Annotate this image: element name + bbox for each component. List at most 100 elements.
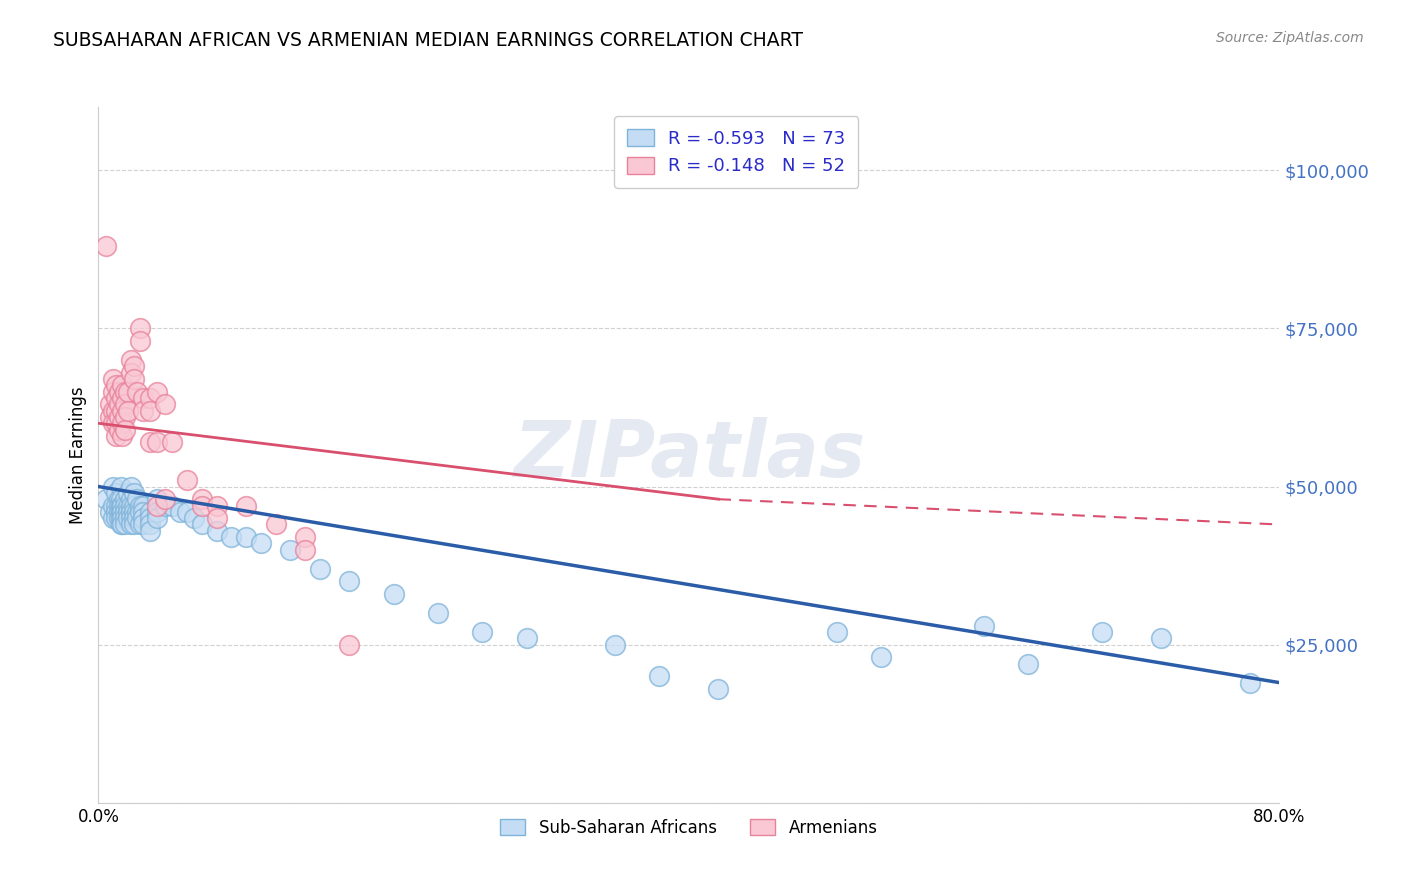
Point xyxy=(309,562,332,576)
Point xyxy=(108,499,131,513)
Point xyxy=(205,499,228,513)
Point xyxy=(707,681,730,696)
Point xyxy=(294,530,316,544)
Point xyxy=(139,403,162,417)
Legend: Sub-Saharan Africans, Armenians: Sub-Saharan Africans, Armenians xyxy=(494,812,884,843)
Point xyxy=(105,486,128,500)
Point xyxy=(103,479,125,493)
Point xyxy=(162,435,183,450)
Point xyxy=(427,606,450,620)
Point xyxy=(110,499,132,513)
Point xyxy=(132,403,155,417)
Point xyxy=(132,505,155,519)
Point xyxy=(139,435,162,450)
Point xyxy=(105,403,128,417)
Point xyxy=(125,384,148,399)
Point xyxy=(114,499,136,513)
Point xyxy=(139,391,162,405)
Point xyxy=(264,517,287,532)
Point xyxy=(120,505,142,519)
Point xyxy=(111,403,134,417)
Point xyxy=(294,542,316,557)
Point xyxy=(125,492,148,507)
Point xyxy=(105,499,128,513)
Point xyxy=(648,669,671,683)
Point xyxy=(146,499,169,513)
Point xyxy=(110,505,132,519)
Point xyxy=(108,423,131,437)
Point xyxy=(120,366,142,380)
Point xyxy=(205,511,228,525)
Point xyxy=(1091,625,1114,640)
Point xyxy=(146,511,169,525)
Point xyxy=(146,505,169,519)
Point xyxy=(108,397,131,411)
Point xyxy=(114,505,136,519)
Point xyxy=(125,505,148,519)
Point xyxy=(105,511,128,525)
Point xyxy=(114,384,136,399)
Point xyxy=(117,384,139,399)
Point xyxy=(139,505,162,519)
Point xyxy=(108,384,131,399)
Point xyxy=(191,499,214,513)
Point xyxy=(120,479,142,493)
Point xyxy=(108,505,131,519)
Point xyxy=(105,505,128,519)
Point xyxy=(125,511,148,525)
Point xyxy=(339,574,361,589)
Point xyxy=(132,391,155,405)
Point xyxy=(235,530,257,544)
Point xyxy=(176,473,198,487)
Point xyxy=(382,587,405,601)
Text: Source: ZipAtlas.com: Source: ZipAtlas.com xyxy=(1216,31,1364,45)
Point xyxy=(128,334,150,348)
Point xyxy=(122,372,145,386)
Point xyxy=(105,391,128,405)
Point xyxy=(128,517,150,532)
Point xyxy=(1018,657,1040,671)
Point xyxy=(111,505,134,519)
Point xyxy=(122,486,145,500)
Point xyxy=(110,492,132,507)
Text: ZIPatlas: ZIPatlas xyxy=(513,417,865,493)
Point xyxy=(108,511,131,525)
Point xyxy=(111,517,134,532)
Point xyxy=(94,492,117,507)
Point xyxy=(605,638,627,652)
Point xyxy=(114,423,136,437)
Point xyxy=(1239,675,1261,690)
Point xyxy=(111,417,134,431)
Point xyxy=(176,505,198,519)
Point xyxy=(191,517,214,532)
Point xyxy=(825,625,848,640)
Point xyxy=(117,499,139,513)
Point xyxy=(235,499,257,513)
Point xyxy=(471,625,494,640)
Point xyxy=(94,239,117,253)
Point xyxy=(139,517,162,532)
Point xyxy=(117,505,139,519)
Point xyxy=(114,517,136,532)
Point xyxy=(114,511,136,525)
Point xyxy=(183,511,205,525)
Point xyxy=(114,409,136,424)
Point xyxy=(117,511,139,525)
Point xyxy=(973,618,995,632)
Point xyxy=(98,409,121,424)
Point xyxy=(250,536,273,550)
Point xyxy=(103,384,125,399)
Point xyxy=(120,511,142,525)
Point xyxy=(103,372,125,386)
Point xyxy=(120,499,142,513)
Point xyxy=(120,492,142,507)
Point xyxy=(108,409,131,424)
Point xyxy=(162,499,183,513)
Point xyxy=(128,321,150,335)
Point xyxy=(122,511,145,525)
Point xyxy=(111,511,134,525)
Point xyxy=(132,499,155,513)
Point xyxy=(105,429,128,443)
Point xyxy=(132,511,155,525)
Point xyxy=(146,435,169,450)
